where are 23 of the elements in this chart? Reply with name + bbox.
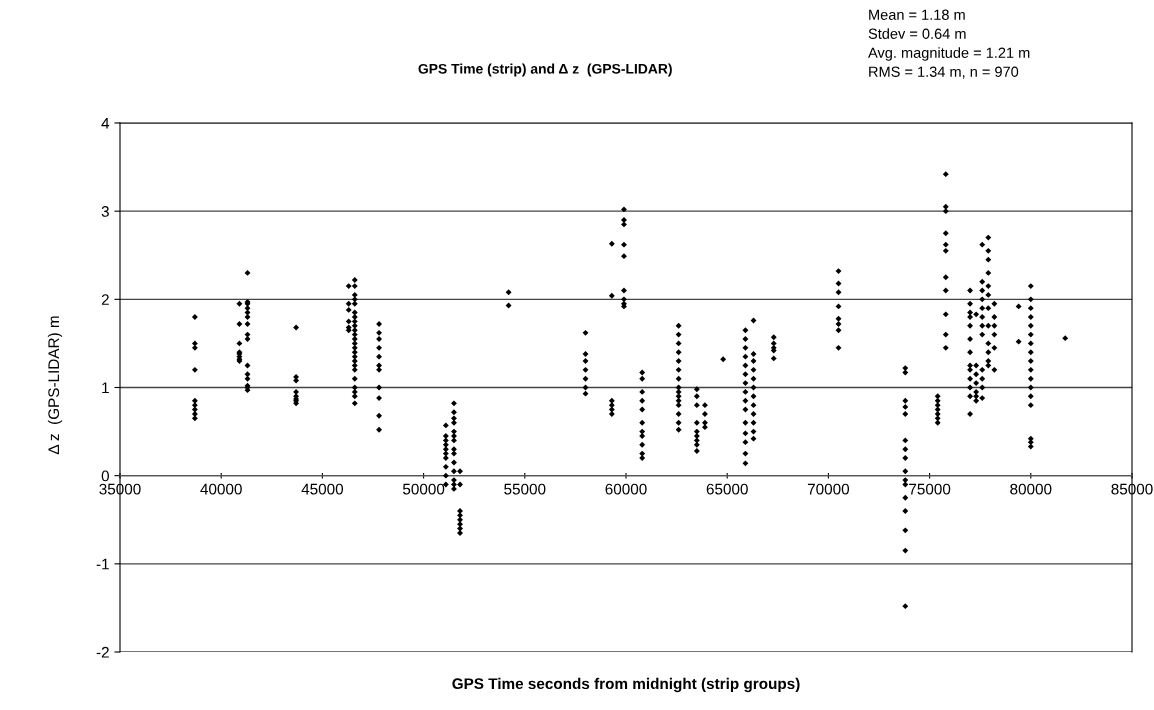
y-tick-label: 1 xyxy=(102,382,109,394)
text: RMS = 1.34 m, n = 970 xyxy=(869,66,1019,79)
y-tick-label: 4 xyxy=(101,118,110,129)
y-tick-label: -1 xyxy=(96,558,109,570)
x-tick-label: 55000 xyxy=(504,483,546,495)
x-tick-label: 75000 xyxy=(909,483,951,495)
x-tick-label: 70000 xyxy=(807,483,850,495)
y-tick-label: 2 xyxy=(101,294,109,305)
text: Avg. magnitude = 1.21 m xyxy=(868,47,1030,61)
x-tick-label: 60000 xyxy=(605,483,647,495)
x-tick-label: 50000 xyxy=(402,483,445,495)
y-tick-label: 0 xyxy=(101,470,109,482)
x-tick-label: 45000 xyxy=(301,483,344,495)
x-axis-title: GPS Time seconds from midnight (strip groups) xyxy=(452,677,800,693)
y-tick-label: 3 xyxy=(101,206,109,217)
y-tick-label: -2 xyxy=(96,646,109,658)
x-tick-label: 40000 xyxy=(200,483,242,495)
x-tick-label: 80000 xyxy=(1010,483,1052,495)
text: Mean = 1.18 m xyxy=(869,9,965,20)
text: Stdev = 0.64 m xyxy=(868,28,966,39)
y-axis-title: Δ z (GPS-LIDAR) m xyxy=(47,316,63,455)
x-tick-label: 65000 xyxy=(706,483,748,495)
chart-title: GPS Time (strip) and Δ z (GPS-LIDAR) xyxy=(418,63,672,77)
